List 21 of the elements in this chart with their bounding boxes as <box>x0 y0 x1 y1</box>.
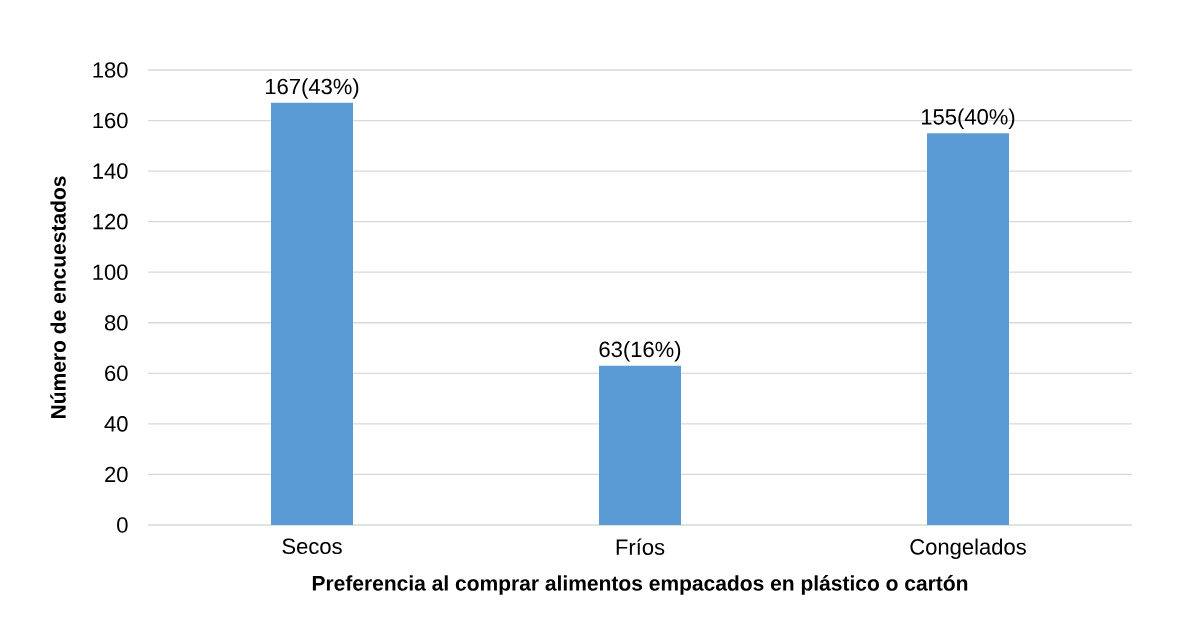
data-label: 155(40%) <box>921 108 1015 129</box>
y-tick-label: 40 <box>104 416 128 432</box>
y-tick-label: 20 <box>105 466 128 483</box>
y-tick-label: 0 <box>117 517 128 533</box>
bar <box>927 133 1009 525</box>
y-axis-title: Número de encuestados <box>50 176 66 419</box>
data-label: 167(43%) <box>265 78 359 99</box>
x-axis-title: Preferencia al comprar alimentos empacados en plástico o cartón <box>312 575 968 595</box>
y-tick-label: 140 <box>93 163 128 179</box>
y-tick-label: 80 <box>104 314 128 331</box>
y-tick-label: 100 <box>93 264 128 280</box>
y-tick-label: 160 <box>93 112 128 129</box>
y-tick-label: 60 <box>105 365 128 382</box>
x-tick-label: Congelados <box>910 538 1026 560</box>
y-tick-label: 120 <box>93 213 128 230</box>
x-tick-label: Fríos <box>616 538 665 555</box>
bar <box>271 102 354 525</box>
y-tick-label: 180 <box>93 62 128 78</box>
data-label: 63(16%) <box>599 341 681 362</box>
x-tick-label: Secos <box>282 538 342 555</box>
bar <box>599 365 682 525</box>
